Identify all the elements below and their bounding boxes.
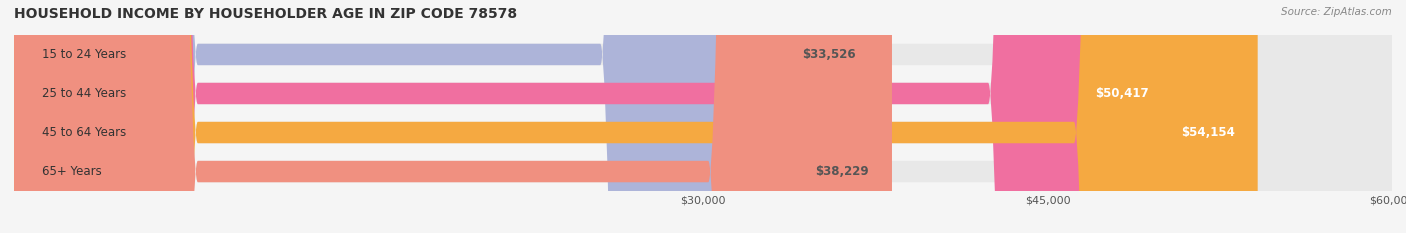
Text: $38,229: $38,229: [815, 165, 869, 178]
FancyBboxPatch shape: [14, 0, 1258, 233]
FancyBboxPatch shape: [14, 0, 1392, 233]
Text: $50,417: $50,417: [1095, 87, 1149, 100]
Text: HOUSEHOLD INCOME BY HOUSEHOLDER AGE IN ZIP CODE 78578: HOUSEHOLD INCOME BY HOUSEHOLDER AGE IN Z…: [14, 7, 517, 21]
Text: Source: ZipAtlas.com: Source: ZipAtlas.com: [1281, 7, 1392, 17]
FancyBboxPatch shape: [14, 0, 1392, 233]
Text: 15 to 24 Years: 15 to 24 Years: [42, 48, 127, 61]
Text: 65+ Years: 65+ Years: [42, 165, 101, 178]
FancyBboxPatch shape: [14, 0, 1392, 233]
Text: $54,154: $54,154: [1181, 126, 1234, 139]
Text: 45 to 64 Years: 45 to 64 Years: [42, 126, 127, 139]
FancyBboxPatch shape: [14, 0, 1171, 233]
FancyBboxPatch shape: [14, 0, 1392, 233]
Text: $33,526: $33,526: [803, 48, 856, 61]
FancyBboxPatch shape: [14, 0, 891, 233]
FancyBboxPatch shape: [14, 0, 785, 233]
Text: 25 to 44 Years: 25 to 44 Years: [42, 87, 127, 100]
